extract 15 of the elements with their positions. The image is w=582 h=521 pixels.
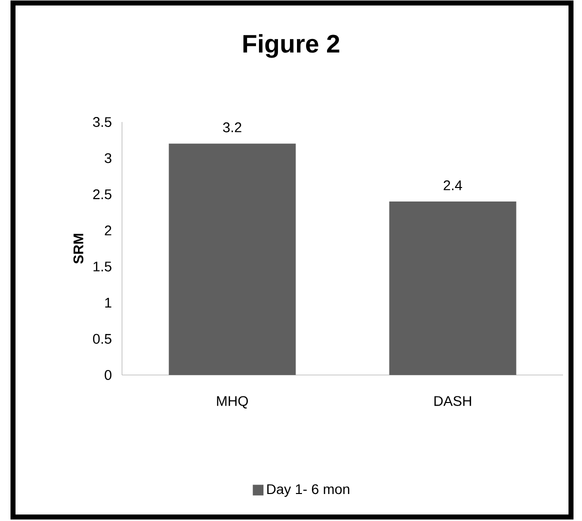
y-tick-label: 2.5 xyxy=(93,189,112,200)
data-label: 3.2 xyxy=(223,122,242,132)
y-axis-title: SRM xyxy=(73,234,84,264)
y-tick-label: 0 xyxy=(104,370,112,380)
y-tick-label: 1 xyxy=(105,298,112,308)
y-tick-label: 1.5 xyxy=(94,262,112,272)
data-label: 2.4 xyxy=(444,180,462,190)
y-tick-label: 0.5 xyxy=(93,334,112,344)
y-tick-label: 3 xyxy=(104,153,112,164)
y-tick-label: 3.5 xyxy=(93,117,112,127)
chart-title: Figure 2 xyxy=(243,34,340,58)
y-tick-label: 2 xyxy=(104,226,112,236)
x-tick-label: MHQ xyxy=(217,396,248,408)
x-tick-label: DASH xyxy=(434,396,472,406)
legend-label: Day 1- 6 mon xyxy=(267,484,350,497)
